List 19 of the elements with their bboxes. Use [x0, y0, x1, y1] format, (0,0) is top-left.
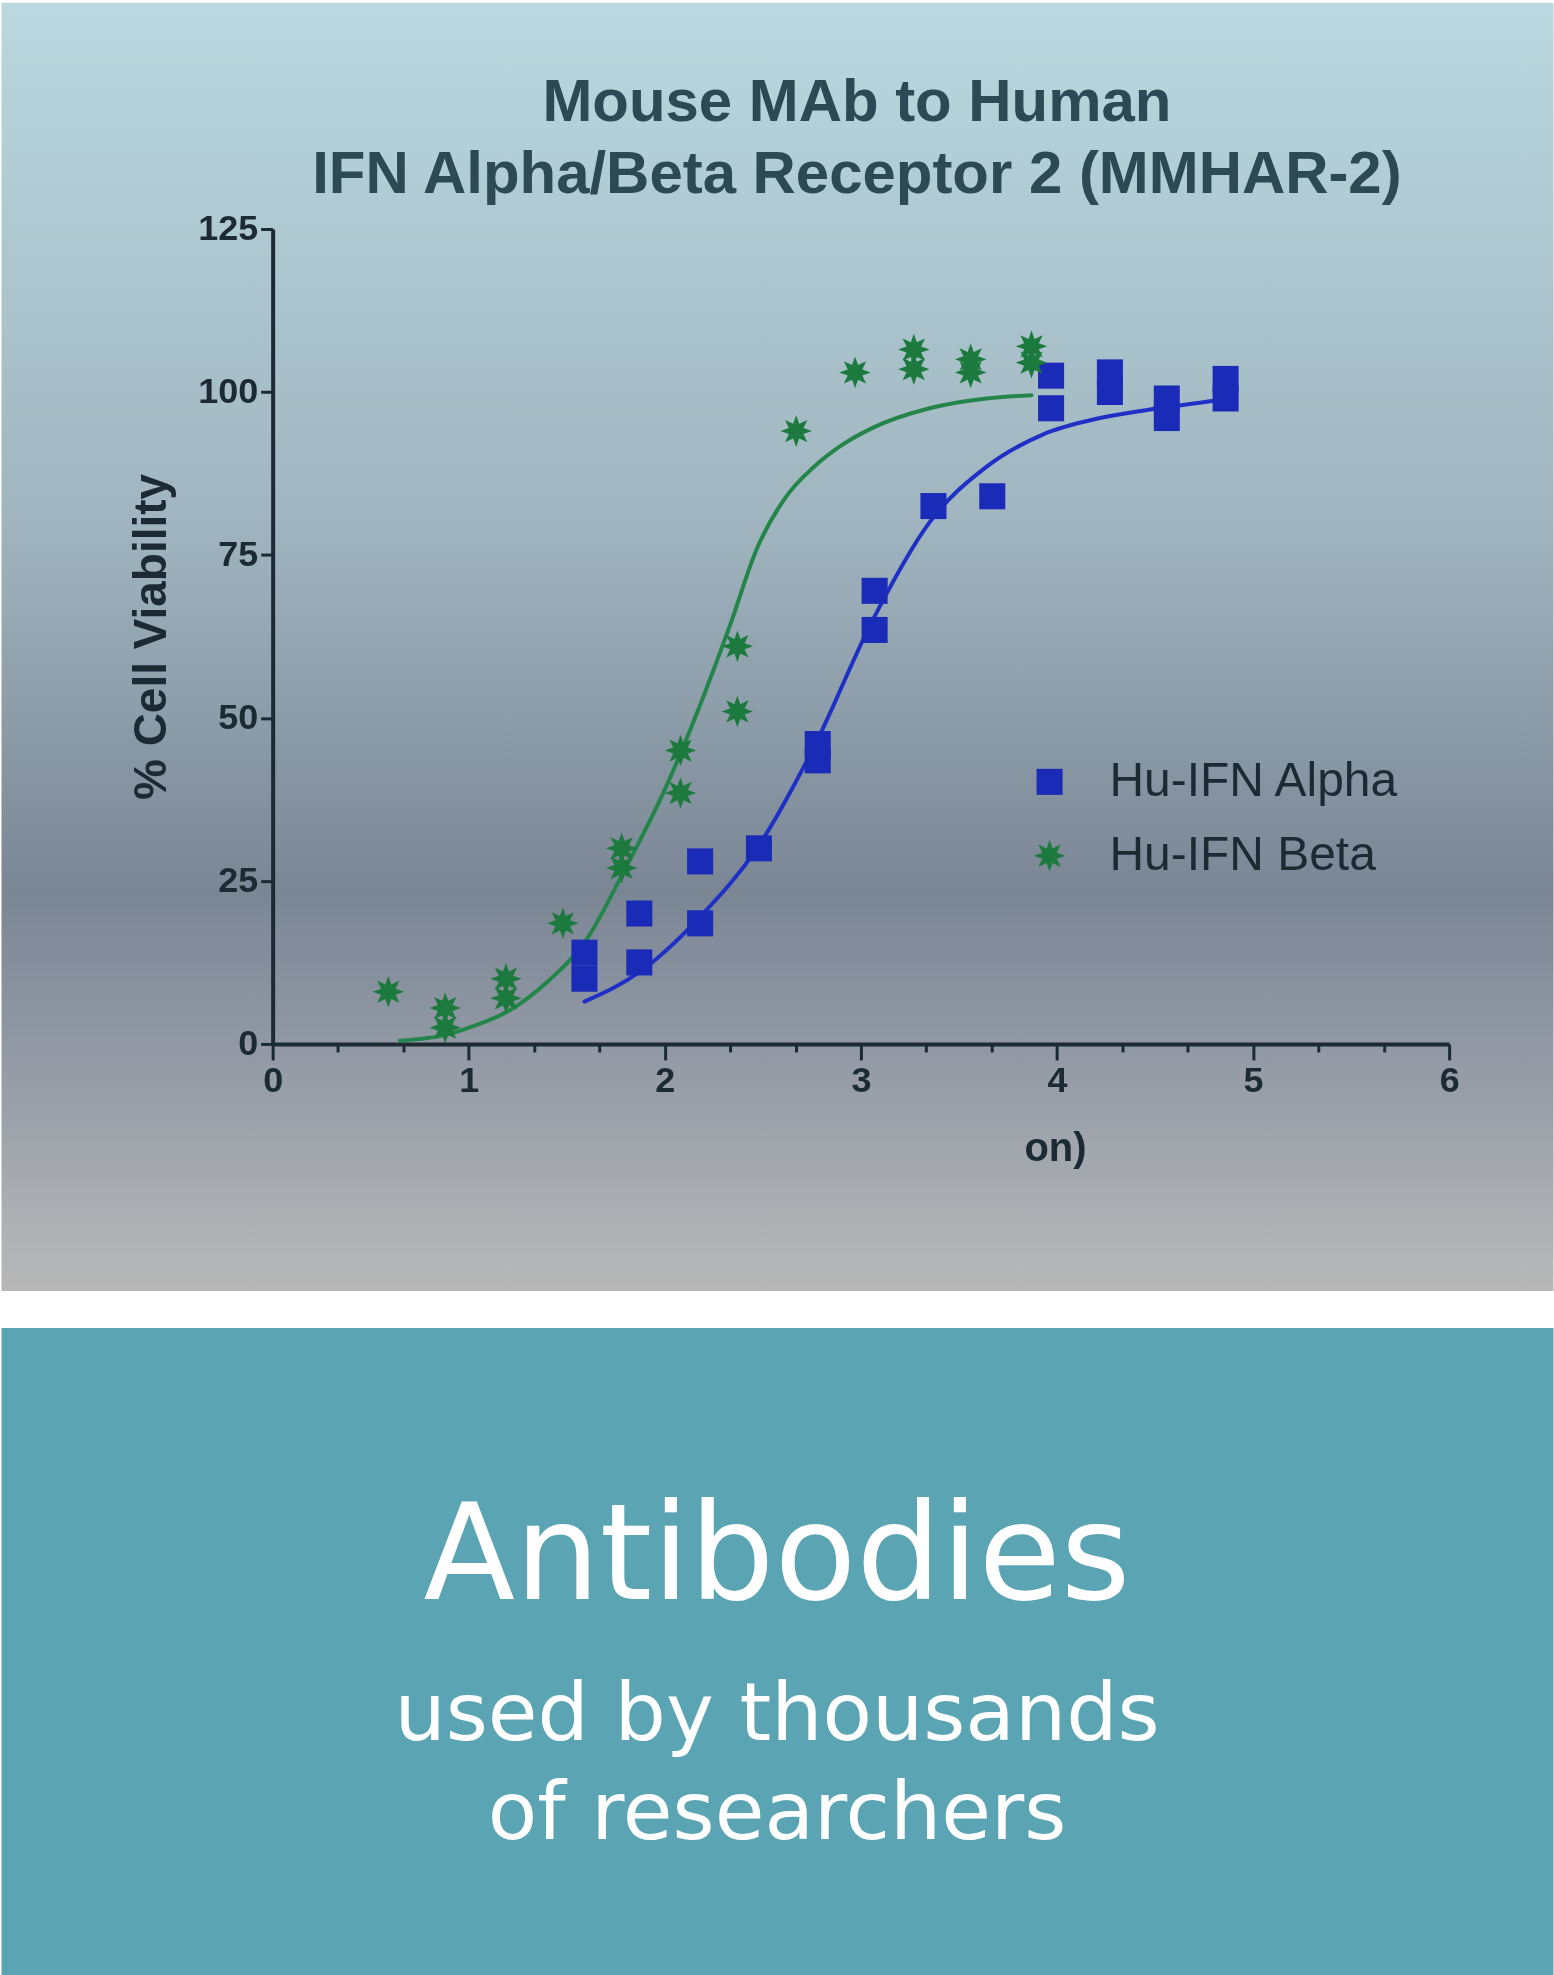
y-tick-label: 50 — [218, 696, 259, 738]
x-tick-label: 2 — [655, 1059, 676, 1101]
legend-label: Hu-IFN Alpha — [1109, 752, 1398, 806]
text: Antibodies — [423, 1475, 1131, 1632]
y-axis-title: % Cell Viability — [124, 473, 177, 800]
y-tick-label: 125 — [198, 207, 259, 249]
x-tick-label: 6 — [1439, 1059, 1460, 1101]
x-tick-label: 1 — [459, 1059, 480, 1101]
legend-label: Hu-IFN Beta — [1109, 826, 1377, 880]
chart-title: Mouse MAb to Human IFN Alpha/Beta Receptor 2 (MMHAR-2) — [312, 67, 1402, 207]
x-tick-label: 5 — [1243, 1059, 1264, 1101]
x-axis-title: on) — [1024, 1125, 1087, 1170]
y-tick-label: 25 — [218, 859, 259, 901]
x-tick-label: 3 — [851, 1059, 872, 1101]
y-tick-label: 0 — [238, 1022, 259, 1064]
y-tick-label: 75 — [218, 533, 259, 575]
x-tick-label: 4 — [1047, 1059, 1068, 1101]
y-tick-label: 100 — [198, 370, 259, 412]
text: used by thousands of researchers — [394, 1665, 1160, 1858]
